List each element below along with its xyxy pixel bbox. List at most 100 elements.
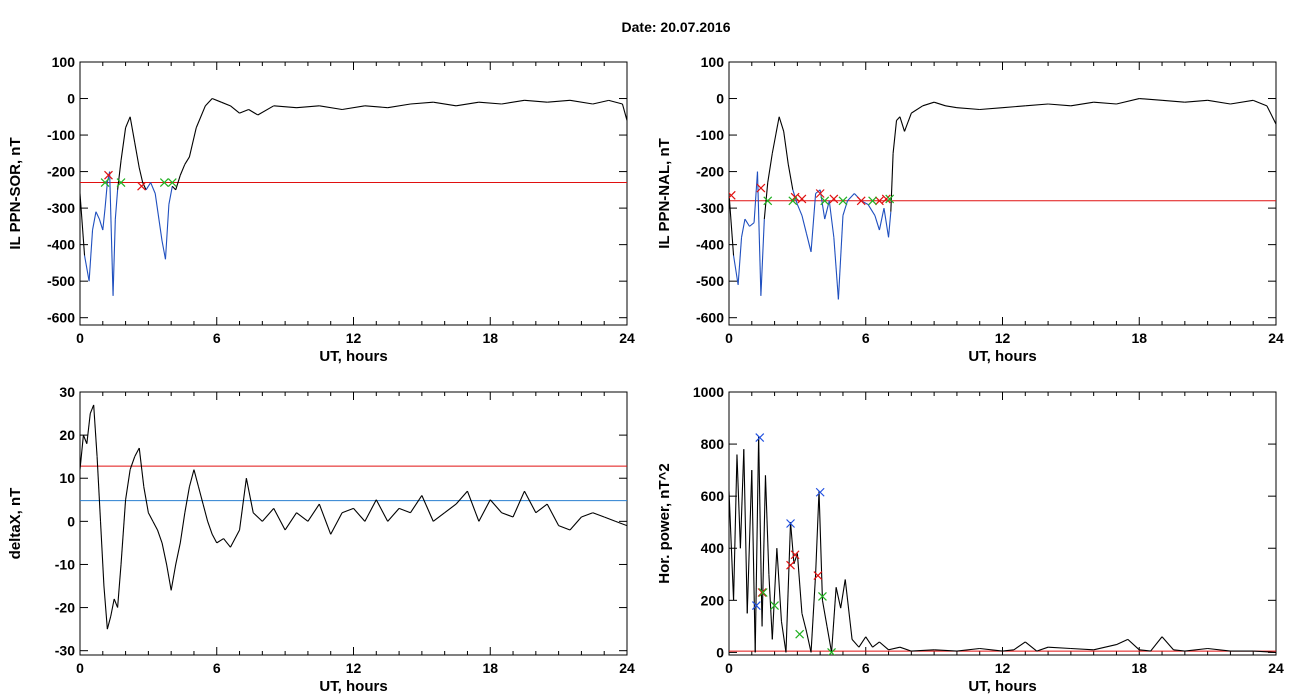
marker-green (758, 588, 768, 597)
series-segment (501, 99, 525, 105)
marker-red (137, 181, 146, 191)
marker-red-stroke (875, 196, 884, 206)
series-segment (455, 490, 468, 505)
series-segment (353, 508, 366, 522)
series-segment (95, 211, 100, 220)
series-segment (801, 613, 808, 632)
series-segment (801, 215, 808, 234)
x-tick-label: 12 (346, 660, 362, 676)
y-tick-label: -600 (47, 310, 75, 326)
series-segment (581, 512, 594, 518)
series-segment (80, 193, 86, 256)
y-tick-label: -30 (55, 643, 75, 659)
marker-red-stroke (790, 550, 800, 560)
y-tick-label: 200 (701, 592, 725, 608)
marker-green-stroke (818, 591, 827, 601)
series-segment (1207, 99, 1231, 105)
series-segment (184, 156, 190, 165)
series-segment (341, 507, 354, 514)
series-segment (810, 574, 817, 653)
series-segment (98, 218, 104, 231)
series-segment (109, 171, 114, 296)
series-segment (844, 579, 853, 640)
series-segment (296, 512, 309, 522)
marker-red-stroke (881, 194, 891, 204)
series-segment (489, 499, 503, 514)
series-segment (387, 508, 400, 522)
series-segment (223, 538, 231, 548)
series-segment (112, 219, 116, 296)
plot-area (80, 404, 627, 630)
marker-green-stroke (885, 194, 895, 204)
series-segment (179, 164, 186, 176)
series-segment (771, 548, 778, 640)
marker-blue-stroke (815, 487, 825, 497)
series-segment (134, 142, 140, 169)
chart-panel-top-right: 0 6 12 18 24 100 0 -100 -200 -300 -400 -500 -600 UT, … (656, 54, 1284, 365)
series-segment (592, 99, 609, 105)
y-tick-label: -100 (47, 127, 75, 143)
series-segment (478, 101, 502, 105)
x-tick-label: 6 (213, 330, 221, 346)
y-tick-label: 1000 (693, 384, 724, 400)
marker-red (813, 571, 823, 581)
marker-green-stroke (788, 196, 798, 206)
page-title: Date: 20.07.2016 (621, 19, 731, 35)
y-tick-label: -400 (47, 237, 75, 253)
series-segment (783, 131, 789, 165)
x-axis-label: UT, hours (968, 348, 1036, 365)
series-segment (230, 105, 240, 114)
marker-red (829, 194, 839, 204)
series-segment (239, 108, 249, 114)
series-segment (106, 616, 112, 630)
series-segment (110, 598, 115, 617)
series-segment (743, 449, 748, 614)
series-segment (1184, 99, 1208, 103)
series-segment (125, 116, 131, 128)
marker-red (881, 194, 891, 204)
series-segment (793, 553, 798, 565)
series-segment (82, 434, 88, 444)
series-segment (767, 153, 773, 183)
marker-red (875, 196, 884, 206)
series-segment (815, 490, 820, 575)
marker-blue (755, 433, 765, 442)
series-segment (524, 99, 548, 103)
marker-red (815, 189, 825, 198)
series-segment (828, 200, 835, 238)
series-segment (758, 436, 763, 627)
y-tick-label: 600 (701, 488, 725, 504)
series-segment (93, 404, 98, 457)
series-segment (152, 521, 158, 531)
series-segment (933, 101, 946, 107)
series-segment (161, 542, 168, 565)
series-segment (621, 103, 627, 121)
marker-green (795, 629, 805, 639)
series-segment (1093, 101, 1117, 105)
series-segment (858, 636, 867, 648)
marker-red (786, 560, 795, 570)
marker-blue (786, 519, 795, 528)
y-axis-label: IL PPN-NAL, nT (656, 138, 673, 249)
chart-panel-bottom-right: 0 6 12 18 24 1000 800 600 400 200 0 UT, hours Hor. p… (656, 384, 1284, 695)
series-segment (1036, 646, 1049, 652)
series-segment (229, 529, 241, 548)
series-segment (202, 503, 209, 522)
series-segment (888, 646, 901, 651)
series-segment (184, 486, 190, 513)
series-segment (847, 193, 855, 202)
series-segment (979, 647, 1003, 652)
series-segment (188, 127, 197, 158)
series-segment (478, 499, 491, 522)
series-segment (261, 508, 275, 522)
plot-frame (728, 391, 1277, 656)
marker-green (827, 647, 836, 655)
series-segment (1070, 101, 1094, 107)
series-segment (248, 109, 259, 116)
series-segment (161, 240, 167, 260)
series-segment (865, 636, 874, 648)
marker-green-stroke (868, 196, 878, 206)
series-segment (129, 456, 136, 470)
series-segment (257, 105, 275, 116)
